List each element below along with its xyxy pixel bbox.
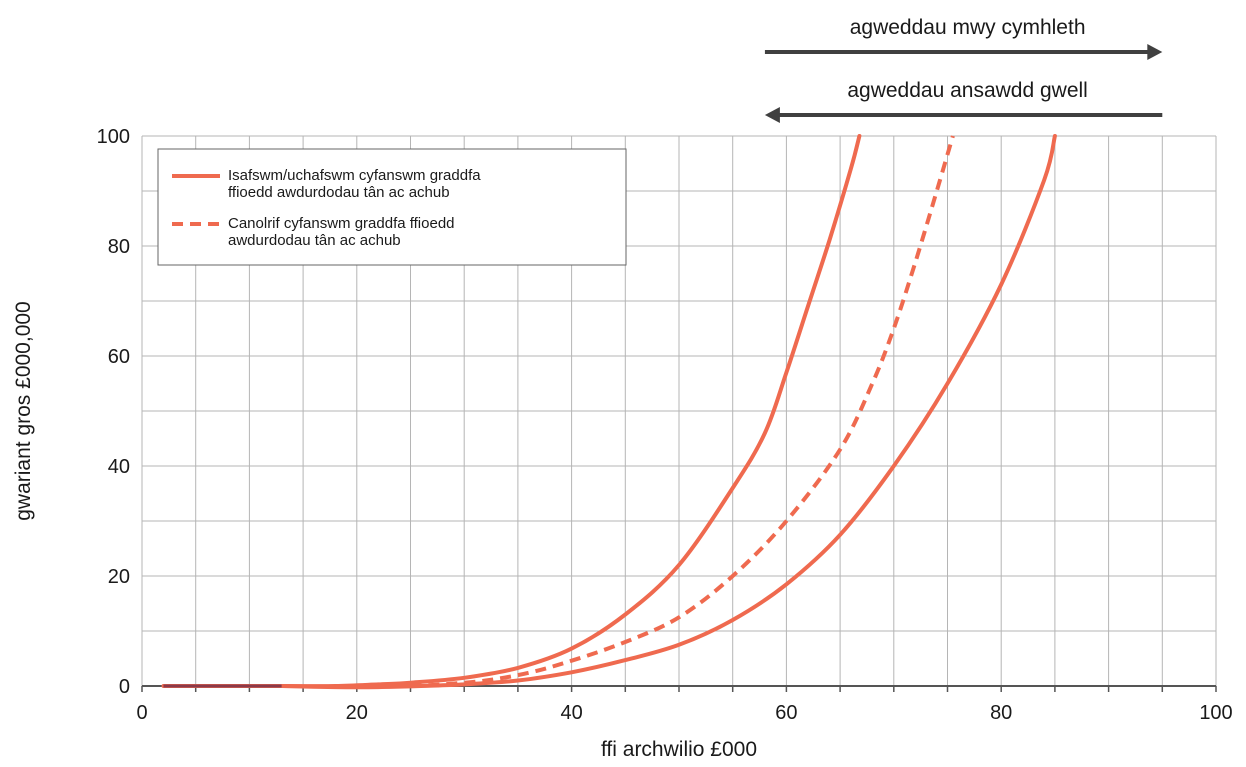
y-tick-label: 40 (108, 456, 130, 478)
x-tick-label: 60 (775, 702, 797, 724)
y-tick-label: 80 (108, 236, 130, 258)
legend-label: Canolrif cyfanswm graddfa ffioedd (228, 215, 455, 232)
y-axis-title: gwariant gros £000,000 (12, 301, 35, 521)
x-tick-label: 80 (990, 702, 1012, 724)
annotation-label: agweddau ansawdd gwell (847, 79, 1088, 102)
x-tick-label: 100 (1199, 702, 1232, 724)
arrow-right-icon (1147, 44, 1163, 60)
x-tick-labels: 0 20 40 60 80 100 (136, 702, 1232, 724)
x-axis-title: ffi archwilio £000 (601, 738, 757, 761)
y-tick-label: 20 (108, 566, 130, 588)
annotations: agweddau mwy cymhleth agweddau ansawdd gw… (764, 16, 1163, 123)
annotation-label: agweddau mwy cymhleth (850, 16, 1086, 39)
y-tick-labels: 0 20 40 60 80 100 (97, 126, 130, 698)
series-lines (161, 134, 1057, 690)
y-tick-label: 0 (119, 676, 130, 698)
legend-box (157, 148, 627, 266)
legend-label: Isafswm/uchafswm cyfanswm graddfa (228, 167, 481, 184)
legend-label: ffioedd awdurdodau tân ac achub (228, 184, 450, 201)
series-line-1 (161, 134, 862, 689)
arrow-left-icon (764, 107, 780, 123)
y-tick-label: 60 (108, 346, 130, 368)
x-tick-label: 20 (346, 702, 368, 724)
series-line-3 (410, 135, 955, 688)
legend-label: awdurdodau tân ac achub (228, 232, 401, 249)
x-tick-label: 0 (136, 702, 147, 724)
legend: Isafswm/uchafswm cyfanswm graddfaffioedd… (157, 148, 627, 266)
y-tick-label: 100 (97, 126, 130, 148)
x-tick-label: 40 (560, 702, 582, 724)
